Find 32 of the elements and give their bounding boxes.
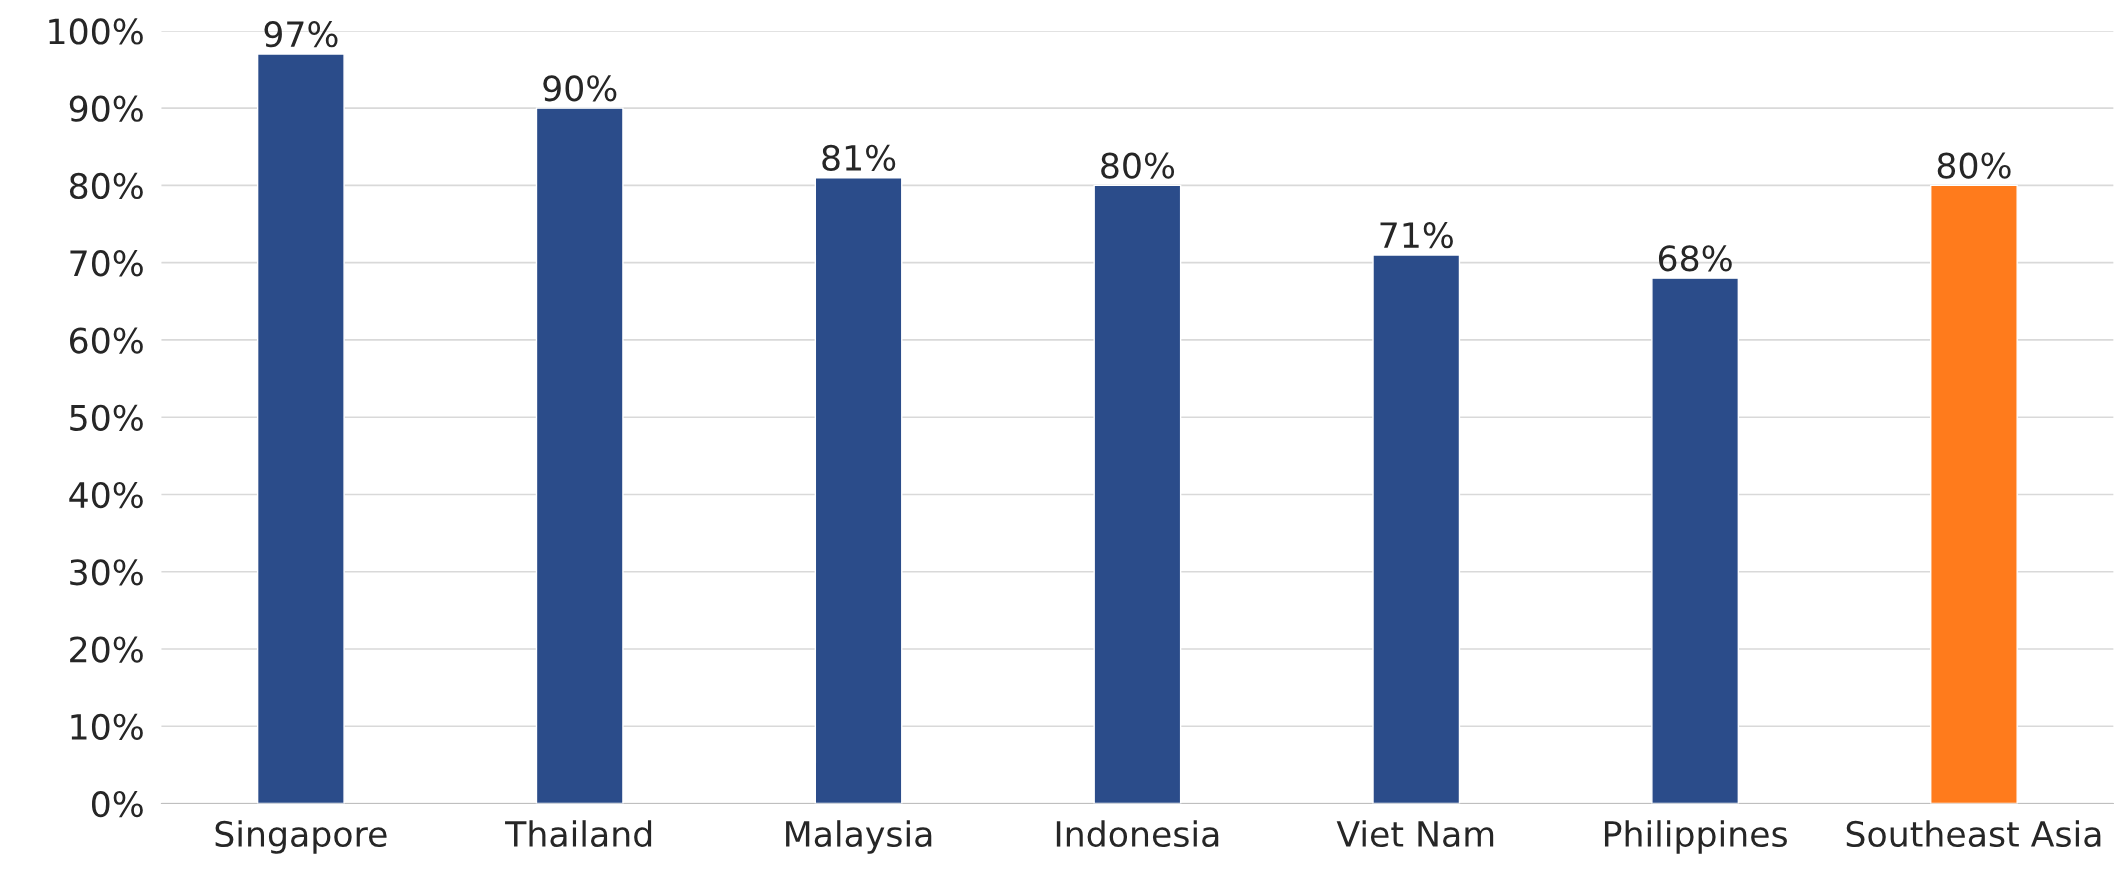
y-tick-label: 100% [49,18,143,45]
bar [1651,277,1740,804]
data-label: 71% [1380,221,1453,249]
data-label: 68% [1658,245,1732,272]
x-tick-label: Viet Nam [1336,820,1494,848]
data-label: 97% [264,21,338,48]
y-tick-label: 30% [70,559,143,586]
bar [1372,254,1461,804]
y-tick-label: 50% [70,404,143,431]
data-label: 80% [1101,152,1175,179]
bar [1093,184,1182,804]
data-label: 81% [822,144,896,171]
x-tick-label: Indonesia [1056,820,1219,848]
x-tick-label: Southeast Asia [1846,820,2101,848]
data-label: 90% [543,75,617,102]
y-tick-label: 20% [70,636,143,663]
data-label: 80% [1937,152,2011,179]
x-tick-label: Thailand [505,820,652,848]
x-tick-label: Philippines [1604,820,1787,854]
y-tick-label: 80% [69,172,143,200]
bar [814,177,903,804]
y-tick-label: 40% [69,481,143,509]
x-tick-label: Singapore [215,820,387,854]
x-tick-label: Malaysia [786,820,932,854]
y-tick-label: 70% [70,250,143,277]
bar [535,107,624,804]
y-tick-label: 10% [71,713,143,740]
bar [1930,184,2018,804]
y-tick-label: 60% [70,327,143,354]
y-tick-label: 0% [91,790,143,818]
y-tick-label: 90% [69,95,143,122]
bar [256,53,345,804]
